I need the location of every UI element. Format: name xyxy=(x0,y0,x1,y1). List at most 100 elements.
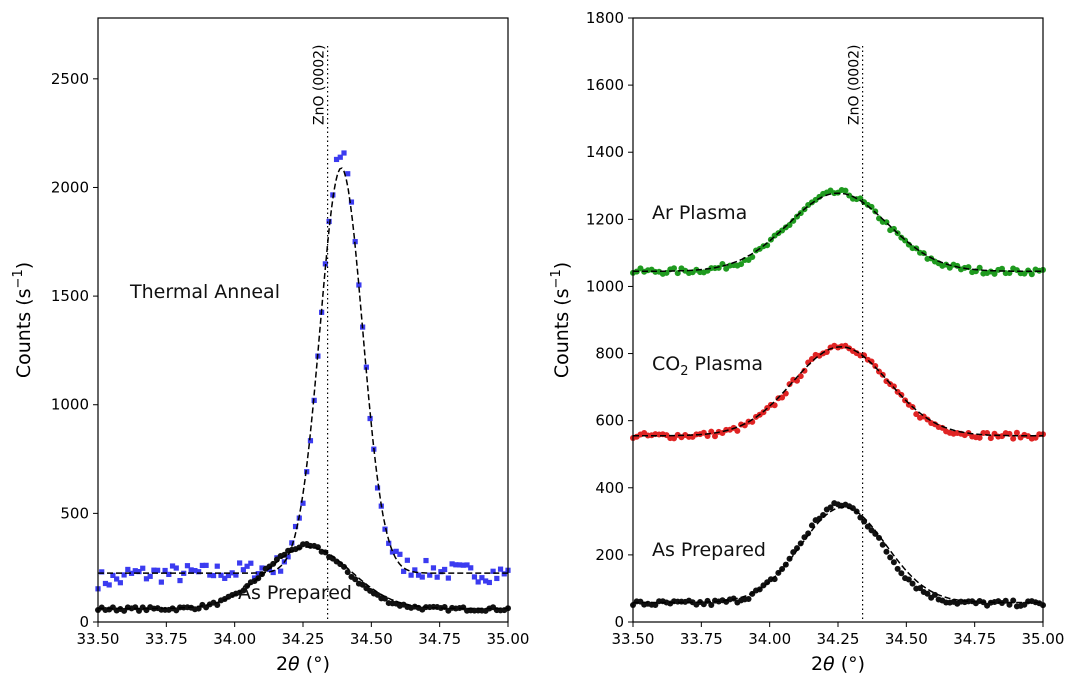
data-point xyxy=(248,560,254,566)
data-point xyxy=(374,485,381,491)
data-point xyxy=(348,199,355,205)
data-point xyxy=(427,572,433,578)
right-fit-curves xyxy=(633,192,1043,604)
data-point xyxy=(207,572,213,578)
data-point xyxy=(341,563,347,570)
data-point xyxy=(905,576,912,583)
left-data-points xyxy=(95,150,511,614)
data-point xyxy=(456,562,463,568)
left-plot-frame xyxy=(97,17,509,623)
x-tick-label: 34.25 xyxy=(817,630,860,648)
data-point xyxy=(999,265,1005,272)
data-point xyxy=(883,548,890,555)
left-annotation-thermal-anneal: Thermal Anneal xyxy=(129,281,280,303)
data-point xyxy=(188,567,194,573)
right-plot-frame xyxy=(632,17,1044,623)
data-point xyxy=(285,554,291,560)
data-point xyxy=(125,566,131,573)
x-tick-label: 34.50 xyxy=(350,630,393,648)
data-point xyxy=(842,187,849,194)
data-point xyxy=(790,217,797,224)
data-point xyxy=(147,573,153,579)
data-point xyxy=(671,265,677,272)
right-zno-reference-label: ZnO (0002) xyxy=(847,45,863,126)
data-point xyxy=(475,579,481,585)
x-tick-label: 33.75 xyxy=(145,630,188,648)
data-point xyxy=(393,548,399,554)
x-tick-label: 35.00 xyxy=(487,630,530,648)
data-point xyxy=(341,150,347,156)
data-point xyxy=(233,572,239,578)
y-tick-label: 800 xyxy=(595,345,624,363)
data-point xyxy=(102,580,109,587)
data-point xyxy=(240,587,247,594)
data-point xyxy=(203,562,209,568)
data-point xyxy=(479,575,485,581)
data-point xyxy=(307,438,314,444)
data-point xyxy=(166,571,172,578)
data-point xyxy=(337,154,343,160)
data-point xyxy=(790,549,797,556)
data-point xyxy=(786,221,793,228)
x-tick-label: 33.75 xyxy=(680,630,723,648)
data-point xyxy=(449,561,455,567)
data-point xyxy=(222,575,228,581)
data-point xyxy=(140,565,146,571)
data-point xyxy=(749,254,756,261)
data-point xyxy=(801,534,808,541)
y-tick-label: 0 xyxy=(79,613,89,631)
data-point xyxy=(412,567,418,573)
data-point xyxy=(214,563,220,569)
data-point xyxy=(356,282,362,288)
data-point xyxy=(386,540,392,546)
data-point xyxy=(326,218,332,225)
data-point xyxy=(177,577,183,584)
data-point xyxy=(486,579,492,586)
data-point xyxy=(991,270,998,277)
data-point xyxy=(471,574,478,580)
data-point xyxy=(408,572,414,578)
data-point xyxy=(1028,271,1035,278)
data-point xyxy=(237,560,243,566)
data-point xyxy=(114,576,120,582)
data-point xyxy=(501,571,507,577)
data-point xyxy=(879,541,886,548)
x-tick-label: 34.50 xyxy=(885,630,928,648)
data-point xyxy=(797,373,804,380)
y-tick-label: 1600 xyxy=(586,76,624,94)
x-tick-label: 34.00 xyxy=(748,630,791,648)
fit-curve xyxy=(633,506,1043,604)
data-point xyxy=(898,570,905,577)
data-point xyxy=(99,569,105,575)
data-point xyxy=(300,500,306,506)
fit-curve xyxy=(633,192,1043,273)
data-point xyxy=(917,585,923,592)
y-tick-label: 200 xyxy=(595,546,624,564)
data-point xyxy=(712,433,718,440)
data-point xyxy=(270,560,277,567)
right-panel: ZnO (0002) Ar Plasma CO2 Plasma As Prepa… xyxy=(549,9,1064,675)
data-point xyxy=(270,569,276,576)
data-point xyxy=(415,572,422,578)
data-point xyxy=(333,156,340,163)
data-point xyxy=(786,381,793,388)
data-point xyxy=(345,171,351,177)
y-tick-label: 2500 xyxy=(51,70,89,88)
data-point xyxy=(808,522,815,529)
data-point xyxy=(801,367,808,374)
fit-curve xyxy=(633,346,1043,437)
data-point xyxy=(225,572,232,579)
data-point xyxy=(827,504,834,511)
data-point xyxy=(162,567,168,574)
data-point xyxy=(292,523,299,530)
data-point xyxy=(430,565,437,571)
data-point xyxy=(155,567,161,573)
right-annotation-co2-plasma: CO2 Plasma xyxy=(652,353,763,379)
data-point xyxy=(857,514,864,521)
y-tick-label: 1500 xyxy=(51,287,89,305)
right-x-axis-label: 2θ (°) xyxy=(811,653,865,675)
data-point xyxy=(106,582,112,588)
data-point xyxy=(674,270,681,277)
data-point xyxy=(352,576,359,583)
